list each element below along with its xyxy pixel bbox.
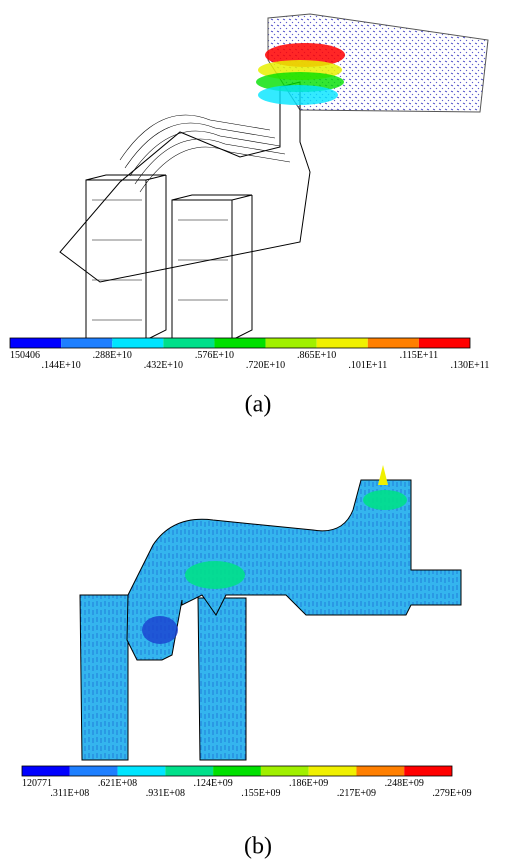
colorbar-segment (261, 766, 309, 776)
colorbar-segment (165, 766, 213, 776)
colorbar-label: .576E+10 (195, 350, 234, 361)
colorbar-label: .101E+11 (348, 360, 387, 371)
colorbar-label: .279E+09 (432, 788, 471, 799)
colorbar-label: .115E+11 (400, 350, 439, 361)
colorbar: 150406.144E+10 .288E+10 .432E+10 .576E+10 .7… (10, 338, 489, 371)
colorbar-label: .248E+09 (385, 778, 424, 789)
colorbar-segment (419, 338, 470, 348)
colorbar-segment (70, 766, 118, 776)
colorbar-segment (404, 766, 452, 776)
colorbar-segment (10, 338, 61, 348)
colorbar-label: .186E+09 (289, 778, 328, 789)
colorbar-segment (214, 338, 265, 348)
colorbar-segment (118, 766, 166, 776)
colorbar-label: .288E+10 (93, 350, 132, 361)
colorbar-segment (163, 338, 214, 348)
colorbar-label: .621E+08 (98, 778, 137, 789)
colorbar-segment (61, 338, 112, 348)
colorbar-segment (317, 338, 368, 348)
caption: (a) (245, 392, 272, 418)
colorbar-segment (368, 338, 419, 348)
colorbar-segment (22, 766, 70, 776)
figure: 150406.144E+10 .288E+10 .432E+10 .576E+10 .7… (0, 0, 516, 868)
colorbar-label: .130E+11 (451, 360, 490, 371)
colorbar-segment (309, 766, 357, 776)
colorbar-label: .865E+10 (297, 350, 336, 361)
colorbar-label: .931E+08 (146, 788, 185, 799)
colorbar-segment (112, 338, 163, 348)
colorbar-label: .217E+09 (337, 788, 376, 799)
colorbar-label: 120771 (22, 778, 52, 789)
colorbar-label: .311E+08 (50, 788, 89, 799)
colorbar-label: .720E+10 (246, 360, 285, 371)
simulation-render-b (80, 465, 461, 760)
colorbar-label: 150406 (10, 350, 40, 361)
simulation-render-a (60, 14, 488, 340)
colorbar-segment (266, 338, 317, 348)
colorbar-segment (356, 766, 404, 776)
colorbar-segment (213, 766, 261, 776)
caption: (b) (244, 834, 272, 860)
colorbar-label: .432E+10 (144, 360, 183, 371)
colorbar: 120771.311E+08 .621E+08 .931E+08 .124E+09 .1… (22, 766, 472, 799)
colorbar-label: .124E+09 (193, 778, 232, 789)
colorbar-label: .155E+09 (241, 788, 280, 799)
colorbar-label: .144E+10 (41, 360, 80, 371)
